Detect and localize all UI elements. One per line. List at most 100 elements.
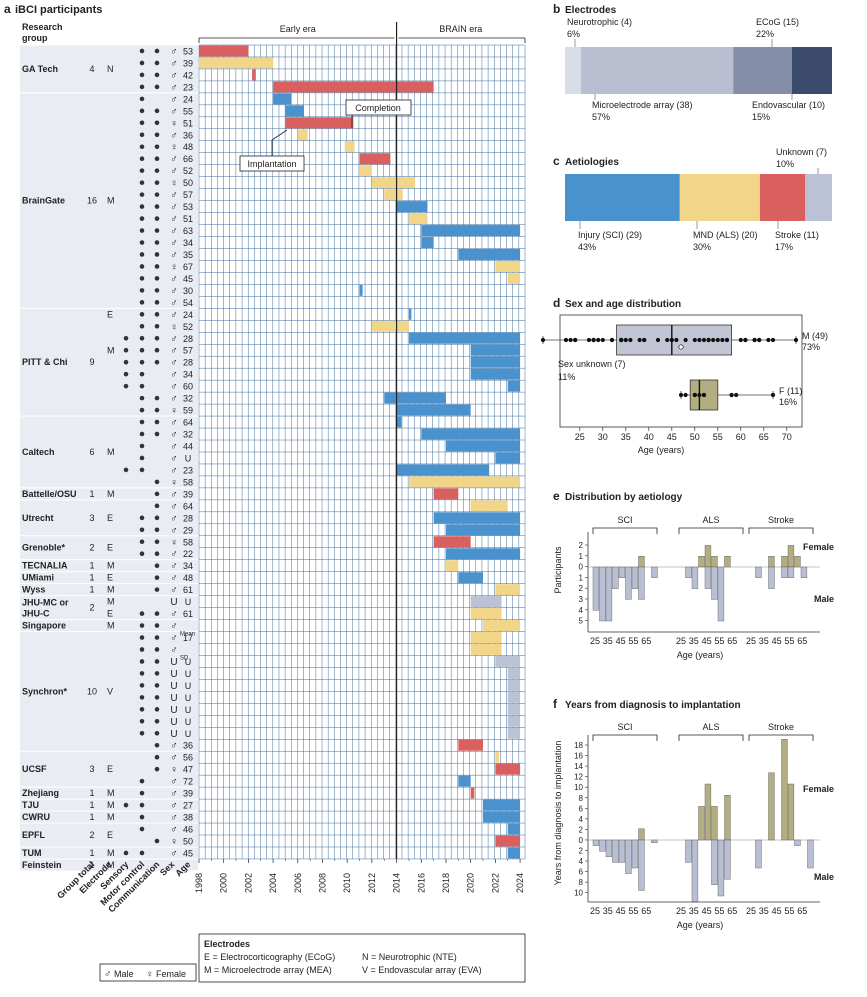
group-band [20,584,198,596]
age-point [692,337,697,343]
group-total: 1 [89,800,94,810]
age-value: 39 [183,58,193,68]
communication-dot [154,742,160,748]
panel-a-title: iBCI participants [15,4,102,16]
age-point [628,337,633,343]
sex-symbol: ♂ [170,418,178,429]
sex-symbol: ♂ [170,525,178,536]
motor-dot [139,240,145,245]
year-tick-label: 2024 [515,873,525,893]
group-total: 3 [89,764,94,774]
x-tick-label: 45 [772,906,782,916]
group-label: ALS [702,515,719,525]
y-axis-label: Participants [553,546,563,594]
group-electrode: M [107,585,115,595]
implantation-label: Implantation [247,159,296,169]
sensory-dot [123,850,129,856]
x-tick-label: 30 [598,432,608,442]
motor-dot [139,48,145,54]
participant-bar [470,356,521,368]
participant-bar [359,153,391,165]
series-label: M (49) [802,331,828,341]
sex-symbol: U [170,705,177,716]
sex-symbol: ♀ [170,537,178,548]
group-band [20,799,198,811]
age-point [692,392,697,398]
motor-dot [139,288,145,293]
male-bar [800,566,808,579]
motor-dot [139,850,145,856]
x-tick-label: 40 [644,432,654,442]
age-point [706,337,711,343]
communication-dot [154,635,160,640]
participant-bar [252,69,256,81]
participant-bar [371,177,416,189]
x-tick-label: 65 [797,906,807,916]
motor-dot [139,635,145,640]
x-tick-label: 25 [746,636,756,646]
completion-box [345,99,412,116]
sex-symbol: ♂ [170,214,178,225]
age-value: 64 [183,418,193,428]
communication-dot [154,108,160,114]
motor-dot [139,695,145,700]
participant-bar [495,751,500,763]
age-value: 27 [183,801,193,811]
age-point [770,337,776,343]
age-value: 57 [183,346,193,356]
group-total: 1 [89,561,94,571]
male-bar [592,566,600,611]
age-value: 61 [183,585,193,595]
age-value: 63 [183,226,193,236]
motor-dot [139,730,145,736]
sex-symbol: ♂ [170,789,178,800]
panel-letter: f [553,697,558,711]
communication-dot [154,491,160,497]
age-point [757,337,762,343]
y-tick-label: 4 [579,857,584,866]
motor-dot [139,180,145,185]
x-tick-label: 45 [616,636,626,646]
group-name: Wyss [22,585,45,595]
communication-dot [154,288,160,293]
male-bar [605,566,613,622]
age-value: 34 [183,370,193,380]
male-bar [794,839,801,846]
communication-dot [154,168,160,173]
sex-symbol: U [170,717,177,728]
motor-dot [139,515,145,521]
group-band [20,596,198,620]
female-bar [698,556,705,568]
participant-bar [470,344,521,356]
participant-bar [507,272,521,284]
age-value: 45 [183,848,193,858]
age-point [715,337,720,343]
motor-dot [139,527,145,533]
age-point [642,337,647,343]
stack-pct: 22% [756,29,774,39]
age-point [609,337,615,343]
motor-dot [139,683,145,688]
age-point [568,337,573,343]
age-point [563,337,569,343]
x-tick-label: 25 [676,906,686,916]
age-point [724,337,730,343]
communication-dot [154,647,160,652]
participant-bar [458,739,484,751]
electrode-legend-item: N = Neurotrophic (NTE) [362,952,457,962]
age-value: U [185,693,192,703]
group-total: 1 [89,812,94,822]
sex-symbol: ♀ [170,477,178,488]
group-electrode: E [107,764,113,774]
group-band [20,572,198,584]
sex-symbol: ♂ [170,334,178,345]
sex-symbol: ♂ [170,226,178,237]
motor-dot [139,671,145,676]
participant-bar [408,308,412,320]
group-electrode: M [107,489,115,499]
group-band [20,620,198,632]
group-total: 3 [89,513,94,523]
age-point [701,337,707,343]
x-tick-label: 35 [689,906,699,916]
group-total: 1 [89,848,94,858]
